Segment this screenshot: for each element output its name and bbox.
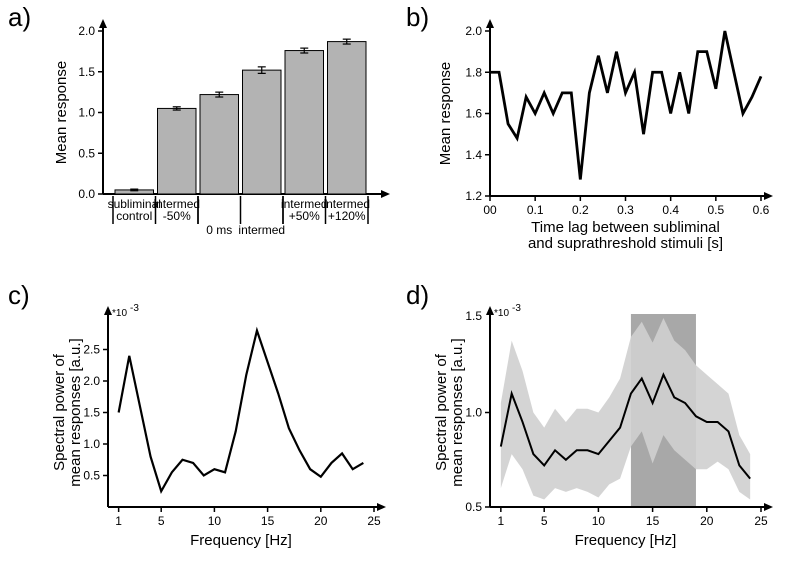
svg-text:0.5: 0.5 [465, 500, 482, 514]
svg-text:25: 25 [754, 514, 768, 528]
svg-text:-3: -3 [512, 303, 521, 314]
panel-b: 1.2 1.4 1.6 1.8 2.0 00 0.1 0.2 0.3 0.4 0.5 0.6 Mean … [430, 16, 775, 266]
svg-text:0.2: 0.2 [572, 203, 589, 217]
panel-c-label: c) [8, 280, 30, 311]
panel-b-svg: 1.2 1.4 1.6 1.8 2.0 00 0.1 0.2 0.3 0.4 0.5 0.6 Mean … [430, 16, 775, 266]
svg-text:0.6: 0.6 [753, 203, 770, 217]
svg-text:0.4: 0.4 [662, 203, 679, 217]
svg-text:mean responses [a.u.]: mean responses [a.u.] [67, 338, 84, 486]
panel-d: 0.51.01.5*10-31510152025Spectral power o… [430, 300, 775, 555]
svg-text:0.5: 0.5 [83, 469, 100, 483]
svg-text:+120%: +120% [328, 209, 366, 223]
svg-text:Mean response: Mean response [437, 62, 454, 165]
panel-b-label: b) [406, 2, 429, 33]
svg-text:0.3: 0.3 [617, 203, 634, 217]
svg-text:2.0: 2.0 [78, 24, 95, 38]
svg-text:15: 15 [261, 514, 275, 528]
svg-text:intermed: intermed [238, 223, 285, 237]
svg-text:Mean response: Mean response [53, 61, 70, 164]
svg-text:10: 10 [208, 514, 222, 528]
svg-text:-3: -3 [130, 303, 139, 314]
svg-text:1.5: 1.5 [465, 309, 482, 323]
svg-text:1.8: 1.8 [465, 65, 482, 79]
svg-text:*10: *10 [112, 308, 127, 319]
panel-a-svg: 0.00.51.01.52.0Mean responsesubliminalco… [48, 16, 388, 266]
panel-d-label: d) [406, 280, 429, 311]
svg-text:Spectral power of: Spectral power of [51, 353, 68, 471]
svg-text:1.6: 1.6 [465, 107, 482, 121]
panel-c-svg: 0.51.01.52.02.51510152025Spectral power … [48, 300, 388, 555]
svg-text:Frequency [Hz]: Frequency [Hz] [575, 532, 677, 549]
svg-text:+50%: +50% [289, 209, 320, 223]
svg-text:00: 00 [483, 203, 497, 217]
svg-text:mean responses [a.u.]: mean responses [a.u.] [449, 338, 466, 486]
panel-a: 0.00.51.01.52.0Mean responsesubliminalco… [48, 16, 388, 266]
panel-a-label: a) [8, 2, 31, 33]
svg-text:0.5: 0.5 [78, 146, 95, 160]
svg-text:1: 1 [497, 514, 504, 528]
svg-text:1.5: 1.5 [78, 65, 95, 79]
svg-text:1.4: 1.4 [465, 148, 482, 162]
svg-text:10: 10 [592, 514, 606, 528]
panel-d-svg: 0.51.01.5*10-31510152025Spectral power o… [430, 300, 775, 555]
svg-text:2.0: 2.0 [83, 374, 100, 388]
svg-text:20: 20 [700, 514, 714, 528]
svg-text:*10: *10 [494, 308, 509, 319]
svg-text:0.0: 0.0 [78, 187, 95, 201]
svg-text:Frequency [Hz]: Frequency [Hz] [190, 532, 292, 549]
svg-text:0.5: 0.5 [707, 203, 724, 217]
svg-text:control: control [116, 209, 152, 223]
svg-text:5: 5 [158, 514, 165, 528]
svg-text:1.2: 1.2 [465, 189, 482, 203]
svg-text:1: 1 [115, 514, 122, 528]
svg-text:Spectral power of: Spectral power of [433, 353, 450, 471]
svg-text:Time lag between subliminal: Time lag between subliminal [531, 219, 720, 236]
svg-text:2.0: 2.0 [465, 24, 482, 38]
svg-text:15: 15 [646, 514, 660, 528]
svg-text:and suprathreshold stimuli [s]: and suprathreshold stimuli [s] [528, 235, 723, 252]
svg-text:0.1: 0.1 [527, 203, 544, 217]
svg-text:20: 20 [314, 514, 328, 528]
svg-text:25: 25 [367, 514, 381, 528]
svg-text:2.5: 2.5 [83, 343, 100, 357]
svg-text:1.0: 1.0 [83, 437, 100, 451]
svg-text:1.0: 1.0 [78, 106, 95, 120]
svg-text:1.0: 1.0 [465, 406, 482, 420]
svg-text:-50%: -50% [163, 209, 191, 223]
svg-text:1.5: 1.5 [83, 406, 100, 420]
svg-text:5: 5 [541, 514, 548, 528]
panel-c: 0.51.01.52.02.51510152025Spectral power … [48, 300, 388, 555]
svg-text:0 ms: 0 ms [206, 223, 232, 237]
